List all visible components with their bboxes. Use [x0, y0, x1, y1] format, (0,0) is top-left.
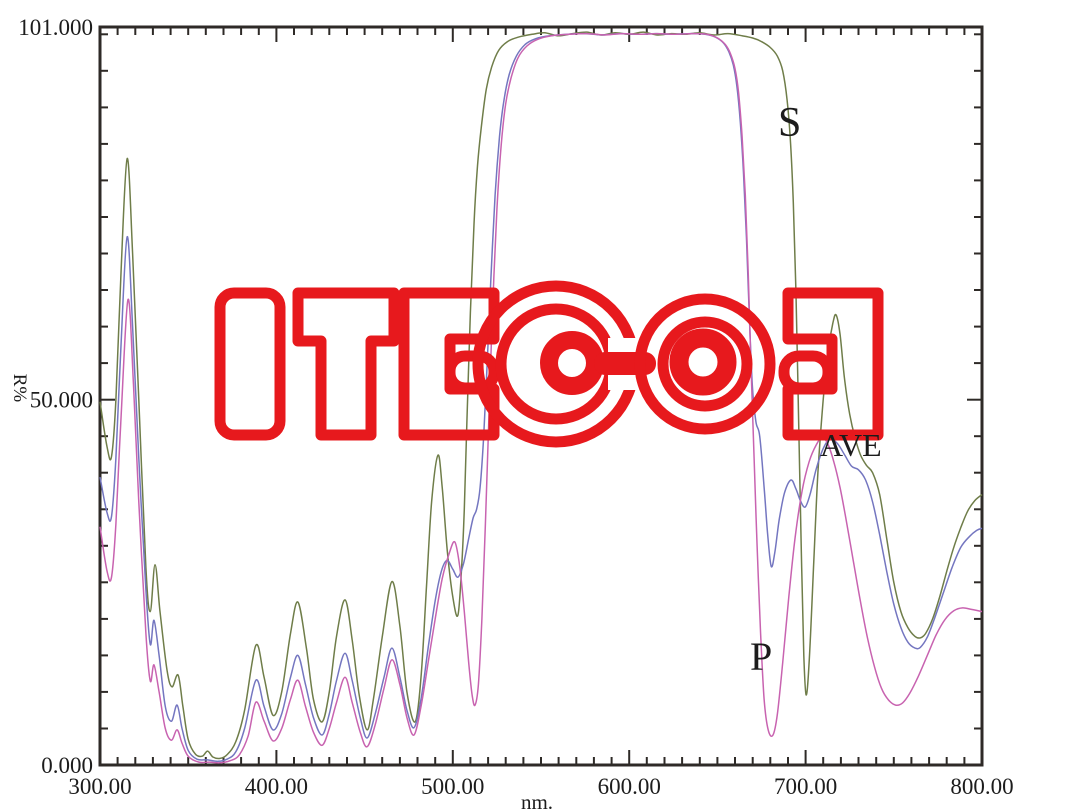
curve-label-AVE: AVE [820, 427, 882, 463]
logo-letter-E2-nub [778, 350, 834, 394]
curve-S [99, 31, 983, 760]
logo-letter-O-outer [634, 293, 776, 435]
logo-letter-C-dot [540, 331, 604, 395]
curve-label-S: S [778, 100, 801, 146]
x-tick-label: 300.00 [68, 774, 131, 799]
logo-letter-C-dash [594, 352, 656, 375]
x-tick-label: 600.00 [598, 774, 661, 799]
y-tick-label: 50.000 [30, 388, 93, 413]
y-axis-title: R% [9, 374, 30, 403]
x-axis-title: nm. [521, 790, 553, 810]
curve-AVE [99, 32, 983, 763]
x-tick-label: 400.00 [245, 774, 308, 799]
logo-letter-E2 [782, 287, 884, 441]
y-tick-label: 101.000 [18, 15, 93, 40]
watermark-logo [214, 280, 884, 448]
logo-letter-O-inner [657, 316, 753, 412]
x-tick-label: 500.00 [421, 774, 484, 799]
x-tick-label: 700.00 [774, 774, 837, 799]
logo-letter-T [292, 287, 400, 441]
axis-ticks [99, 26, 983, 766]
plot-frame [98, 25, 984, 767]
logo-letter-O-dot [669, 328, 737, 396]
x-tick-label: 800.00 [950, 774, 1013, 799]
curve-P [99, 32, 983, 764]
logo-letter-E-nub [444, 350, 500, 394]
y-tick-label: 0.000 [41, 753, 93, 778]
curve-label-P: P [750, 634, 772, 679]
logo-letter-I [214, 287, 286, 441]
